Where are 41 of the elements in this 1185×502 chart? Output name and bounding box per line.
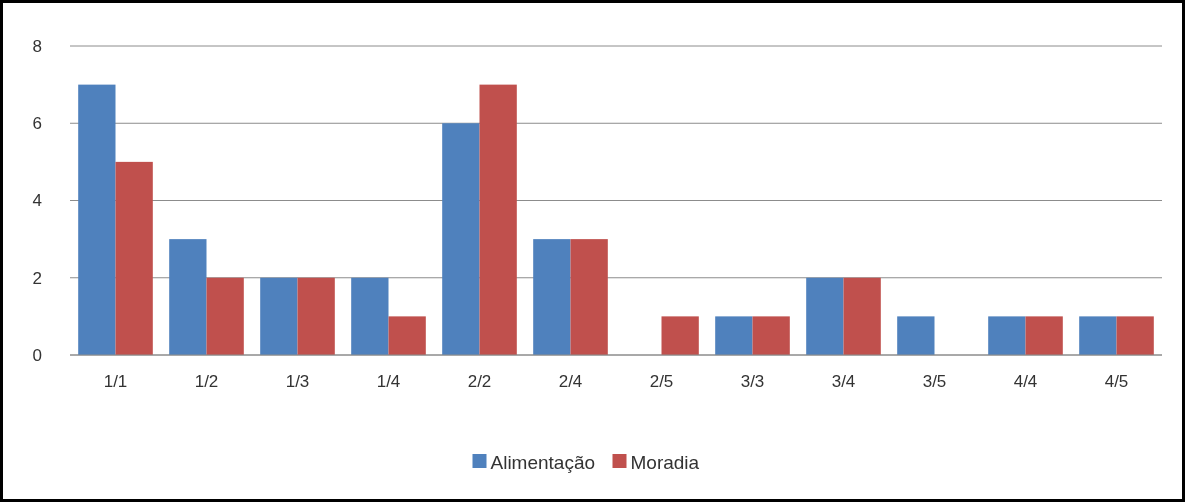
- bar: [479, 84, 517, 355]
- x-tick-label: 2/4: [558, 372, 583, 391]
- bar: [442, 123, 480, 355]
- x-tick-label: 3/5: [922, 372, 947, 391]
- bar: [115, 161, 153, 355]
- bar: [843, 277, 881, 355]
- y-tick-label: 6: [32, 114, 42, 134]
- bar: [351, 277, 389, 355]
- x-tick-label: 3/3: [740, 372, 765, 391]
- x-tick-label: 1/3: [285, 372, 310, 391]
- x-tick-label: 4/4: [1013, 372, 1038, 391]
- bar: [752, 316, 790, 355]
- y-tick-label: 8: [32, 36, 42, 56]
- y-tick-label: 0: [32, 345, 42, 365]
- bar: [715, 316, 753, 355]
- bar: [988, 316, 1026, 355]
- x-tick-label: 2/5: [649, 372, 674, 391]
- bar: [570, 239, 608, 355]
- bar: [169, 239, 207, 355]
- x-tick-label: 2/2: [467, 372, 492, 391]
- legend-label: Moradia: [630, 451, 700, 473]
- y-tick-label: 4: [32, 191, 42, 211]
- bar: [661, 316, 699, 355]
- x-tick-label: 1/4: [376, 372, 401, 391]
- bar: [388, 316, 426, 355]
- x-tick-label: 1/1: [103, 372, 128, 391]
- bar: [1116, 316, 1154, 355]
- bar: [897, 316, 935, 355]
- bar: [1025, 316, 1063, 355]
- bar: [533, 239, 571, 355]
- y-tick-label: 2: [32, 268, 42, 288]
- bar: [297, 277, 335, 355]
- bar: [206, 277, 244, 355]
- bar: [806, 277, 844, 355]
- x-tick-label: 1/2: [194, 372, 219, 391]
- bar: [78, 84, 116, 355]
- bar: [1079, 316, 1117, 355]
- bar: [260, 277, 298, 355]
- x-tick-label: 4/5: [1104, 372, 1129, 391]
- legend-label: Alimentação: [490, 451, 596, 473]
- x-tick-label: 3/4: [831, 372, 856, 391]
